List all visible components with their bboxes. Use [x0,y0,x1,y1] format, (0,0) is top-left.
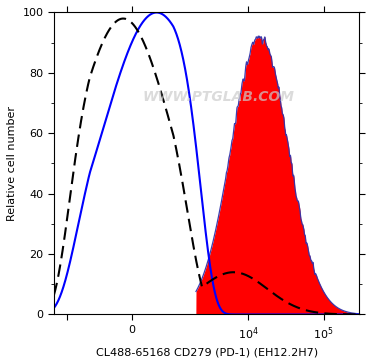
X-axis label: CL488-65168 CD279 (PD-1) (EH12.2H7): CL488-65168 CD279 (PD-1) (EH12.2H7) [96,347,318,357]
Y-axis label: Relative cell number: Relative cell number [7,106,17,221]
Text: WWW.PTGLAB.COM: WWW.PTGLAB.COM [143,90,295,104]
